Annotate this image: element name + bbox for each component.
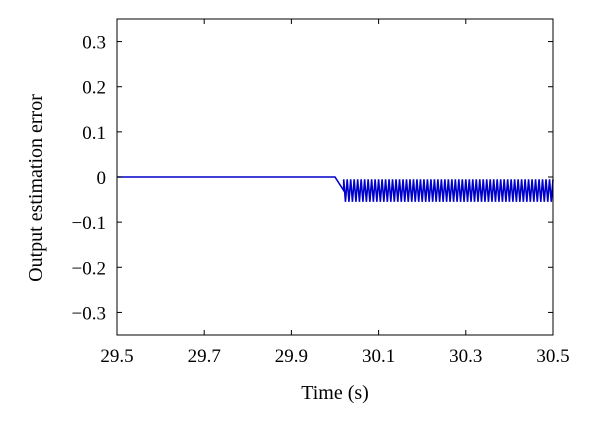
x-tick-label: 30.1: [362, 346, 395, 367]
y-tick-label: −0.2: [72, 258, 106, 279]
y-tick-label: −0.3: [72, 303, 106, 324]
x-tick-label: 29.5: [100, 346, 133, 367]
y-axis-label: Output estimation error: [25, 94, 47, 282]
x-axis-label: Time (s): [301, 382, 369, 404]
y-tick-label: 0.3: [82, 33, 106, 54]
x-tick-label: 29.9: [275, 346, 308, 367]
x-tick-label: 29.7: [188, 346, 221, 367]
y-tick-label: 0.2: [82, 78, 106, 99]
x-tick-label: 30.5: [536, 346, 569, 367]
plot-area: [117, 176, 554, 202]
x-tick-label: 30.3: [449, 346, 482, 367]
y-tick-label: −0.1: [72, 213, 106, 234]
series-line-0: [117, 176, 554, 202]
axes: 29.5 29.7 29.9 30.1 30.3 30.5 0.3 0.2 0.1 0 −0.1 −0…: [72, 18, 570, 367]
y-tick-label: 0.1: [82, 123, 106, 144]
y-tick-label: 0: [97, 168, 107, 189]
